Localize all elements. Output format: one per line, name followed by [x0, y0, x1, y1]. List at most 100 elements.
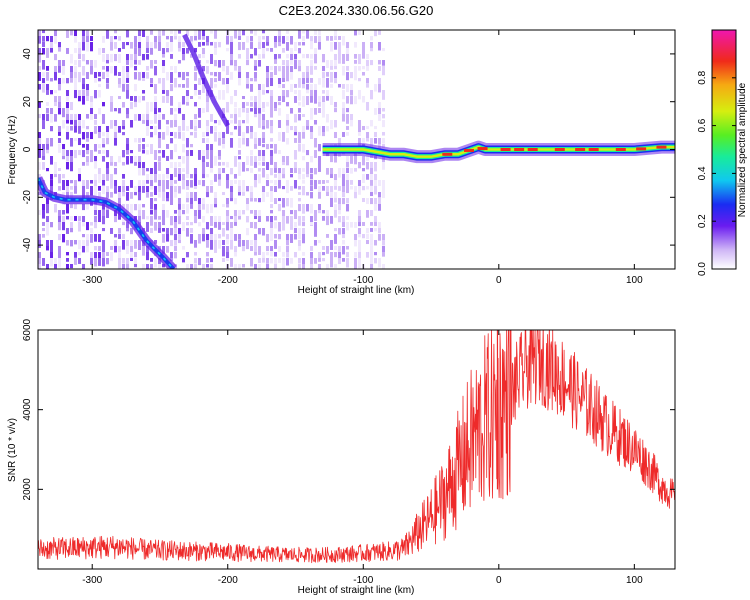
spectrogram-cell	[326, 186, 329, 194]
spectrogram-cell	[218, 138, 221, 146]
spectrogram-cell	[294, 228, 297, 234]
spectrogram-cell	[66, 264, 69, 269]
spectrogram-cell	[274, 60, 277, 64]
spectrogram-cell	[98, 252, 101, 261]
spectrogram-cell	[270, 156, 273, 165]
spectrogram-cell	[306, 102, 309, 106]
spectrogram-cell	[134, 60, 137, 65]
spectrogram-cell	[150, 120, 153, 124]
spectrogram-cell	[314, 36, 317, 43]
spectrogram-cell	[210, 216, 213, 226]
spectrogram-cell	[54, 264, 57, 269]
spectrogram-cell	[262, 252, 265, 261]
spectrogram-cell	[90, 114, 93, 120]
spectrogram-cell	[150, 210, 153, 215]
spectrogram-cell	[74, 114, 77, 121]
spectrogram-cell	[70, 150, 73, 160]
spectrogram-cell	[154, 150, 157, 160]
spectrogram-cell	[266, 36, 269, 44]
spectrogram-cell	[130, 54, 133, 63]
spectrogram-cell	[118, 198, 121, 208]
spectrogram-cell	[366, 84, 369, 88]
spectrogram-cell	[278, 84, 281, 88]
spectrogram-cell	[234, 246, 237, 256]
spectrogram-cell	[342, 222, 345, 228]
spectrogram-cell	[210, 30, 213, 34]
spectrogram-cell	[338, 36, 341, 40]
spectrogram-cell	[38, 66, 41, 71]
spectrogram-cell	[270, 96, 273, 106]
spectrogram-cell	[346, 198, 349, 204]
spectrogram-cell	[262, 114, 265, 121]
spectrogram-cell	[226, 258, 229, 262]
spectrogram-cell	[358, 180, 361, 190]
spectrogram-cell	[338, 84, 341, 88]
spectrogram-cell	[118, 78, 121, 85]
spectrogram-cell	[70, 222, 73, 229]
spectrogram-cell	[106, 78, 109, 84]
spectrogram-cell	[278, 30, 281, 37]
spectrogram-cell	[382, 144, 385, 149]
descending-trace-core	[38, 177, 175, 269]
spectrogram-cell	[226, 234, 229, 240]
spectrogram-cell	[230, 36, 233, 44]
spectrogram-cell	[114, 216, 117, 223]
spectrogram-cell	[162, 150, 165, 158]
spectrogram-cell	[306, 126, 309, 130]
spectrogram-cell	[150, 198, 153, 206]
spectrogram-cell	[202, 198, 205, 205]
spectrogram-cell	[334, 198, 337, 203]
spectrogram-cell	[126, 228, 129, 232]
spectrogram-cell	[322, 96, 325, 106]
spectrogram-cell	[102, 210, 105, 219]
spectrogram-cell	[154, 66, 157, 76]
spectrogram-cell	[210, 84, 213, 89]
spectrogram-cell	[258, 246, 261, 255]
spectrogram-cell	[166, 36, 169, 40]
spectrogram-cell	[102, 228, 105, 232]
spectrogram-cell	[314, 66, 317, 70]
spectrogram-cell	[102, 180, 105, 186]
spectrogram-cell	[46, 66, 49, 71]
spectrogram-cell	[334, 66, 337, 70]
spectrogram-cell	[246, 36, 249, 43]
spectrogram-cell	[234, 216, 237, 226]
spectrogram-cell	[290, 186, 293, 191]
spectrogram-cell	[318, 240, 321, 244]
spectrogram-cell	[102, 114, 105, 124]
spectrogram-cell	[258, 264, 261, 269]
spectrogram-cell	[134, 264, 137, 268]
spectrogram-cell	[110, 54, 113, 63]
spectrogram-cell	[90, 108, 93, 118]
spectrogram-cell	[58, 210, 61, 219]
spectrogram-cell	[146, 108, 149, 115]
spectrogram-cell	[234, 114, 237, 124]
spectrogram-cell	[270, 120, 273, 129]
spectrogram-cell	[318, 180, 321, 185]
spectrogram-cell	[154, 240, 157, 244]
spectrogram-cell	[102, 66, 105, 70]
spectrogram-cell	[178, 48, 181, 52]
spectrogram-cell	[162, 192, 165, 202]
spectrogram-cell	[170, 66, 173, 71]
spectrogram-cell	[114, 162, 117, 167]
spectrogram-cell	[102, 138, 105, 144]
spectrogram-cell	[122, 66, 125, 73]
spectrogram-cell	[314, 48, 317, 55]
figure-title: C2E3.2024.330.06.56.G20	[279, 3, 434, 18]
spectrogram-cell	[58, 48, 61, 52]
spectrogram-cell	[358, 78, 361, 82]
spectrogram-cell	[330, 156, 333, 163]
spectrogram-cell	[210, 126, 213, 134]
spectrogram-cell	[370, 240, 373, 246]
spectrogram-cell	[70, 204, 73, 209]
spectrogram-cell	[178, 198, 181, 206]
spectrogram-cell	[98, 144, 101, 149]
spectrogram-cell	[222, 60, 225, 66]
spectrogram-cell	[110, 42, 113, 51]
spectrogram-cell	[94, 222, 97, 229]
spectrogram-cell	[78, 96, 81, 102]
spectrogram-cell	[346, 42, 349, 51]
spectrogram-cell	[290, 54, 293, 64]
